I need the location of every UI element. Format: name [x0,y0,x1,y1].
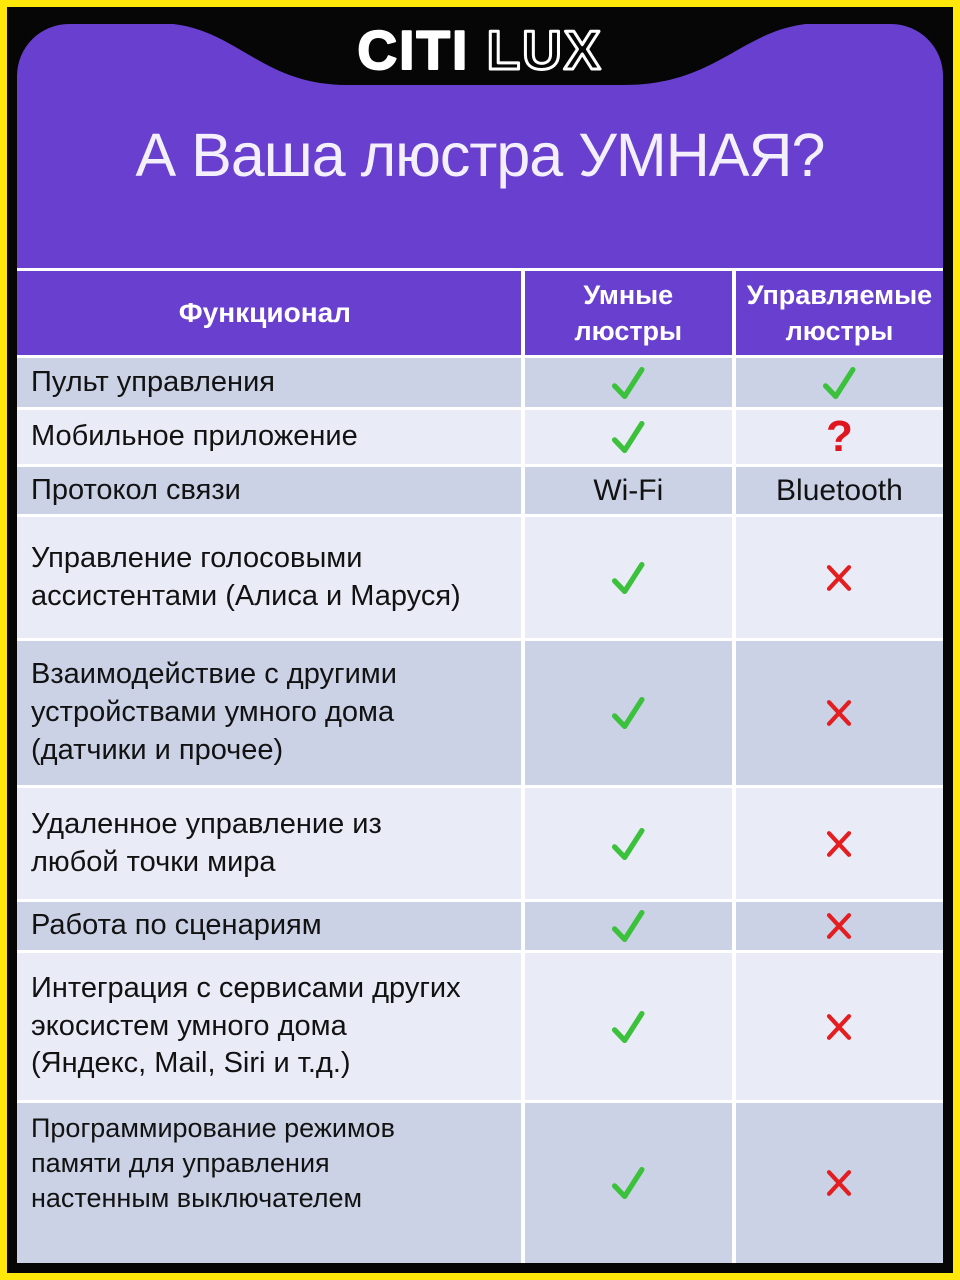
table-header-row: Функционал Умные люстры Управляемые люст… [17,271,944,355]
controlled-value-cell [735,1103,944,1263]
check-icon [612,909,645,943]
smart-value-cell [524,953,732,1100]
logo-citi-text: CITI [357,19,469,81]
feature-label: Управление голосовыми ассистентами (Алис… [17,517,521,638]
black-frame: А Ваша люстра УМНАЯ? CITI LUX Функционал… [7,7,953,1273]
cross-icon [827,830,852,857]
table-row: Протокол связи Wi-Fi Bluetooth [17,467,944,514]
value-text: Wi-Fi [593,473,664,507]
check-icon [612,1010,645,1043]
table-row: Работа по сценариям [17,902,944,950]
smart-value-cell [524,410,732,464]
controlled-value-cell [735,788,944,899]
smart-value-cell [524,517,732,638]
cross-icon [827,1170,852,1196]
feature-label: Взаимодействие с другими устройствами ум… [17,641,521,785]
cross-icon [827,1013,852,1040]
controlled-value-cell [735,517,944,638]
check-icon [612,827,645,860]
table-row: Управление голосовыми ассистентами (Алис… [17,517,944,638]
feature-label: Протокол связи [17,467,521,514]
logo-banner: CITI LUX [17,7,943,85]
header-feature: Функционал [17,271,521,355]
smart-value-cell [524,902,732,950]
check-icon [612,561,645,594]
table-row: Удаленное управление из любой точки мира [17,788,944,899]
feature-label: Пульт управления [17,358,521,407]
feature-label: Интеграция с сервисами других экосистем … [17,953,521,1100]
feature-label: Мобильное приложение [17,410,521,464]
controlled-value-cell [735,953,944,1100]
smart-value-cell [524,641,732,785]
check-icon [612,696,645,730]
hero-section: А Ваша люстра УМНАЯ? CITI LUX [17,7,943,268]
table-row: Программирование режимов памяти для упра… [17,1103,944,1263]
header-controlled-chandeliers: Управляемые люстры [735,271,944,355]
smart-value-cell [524,1103,732,1263]
cross-icon [827,700,852,726]
page-title: А Ваша люстра УМНАЯ? [135,121,826,189]
feature-label: Работа по сценариям [17,902,521,950]
table-row: Интеграция с сервисами других экосистем … [17,953,944,1100]
feature-label: Удаленное управление из любой точки мира [17,788,521,899]
feature-label: Программирование режимов памяти для упра… [17,1103,521,1263]
check-icon [612,420,645,454]
table-row: Пульт управления [17,358,944,407]
check-icon [612,1166,645,1200]
header-smart-chandeliers: Умные люстры [524,271,732,355]
smart-value-cell [524,358,732,407]
smart-value-cell: Wi-Fi [524,467,732,514]
comparison-table: Функционал Умные люстры Управляемые люст… [17,268,944,1263]
controlled-value-cell: ? [735,410,944,464]
value-text: Bluetooth [776,473,903,507]
table-row: Мобильное приложение ? [17,410,944,464]
controlled-value-cell [735,641,944,785]
controlled-value-cell [735,902,944,950]
controlled-value-cell: Bluetooth [735,467,944,514]
table-body: Пульт управления Мобильное приложение ? … [17,358,944,1263]
check-icon [612,366,645,399]
controlled-value-cell [735,358,944,407]
citilux-logo: CITI LUX [357,19,602,81]
cross-icon [827,913,852,939]
check-icon [823,366,856,399]
smart-value-cell [524,788,732,899]
question-mark: ? [826,412,853,461]
cross-icon [827,564,852,591]
banner-shape [17,7,943,85]
logo-lux-text: LUX [487,19,603,81]
table-row: Взаимодействие с другими устройствами ум… [17,641,944,785]
